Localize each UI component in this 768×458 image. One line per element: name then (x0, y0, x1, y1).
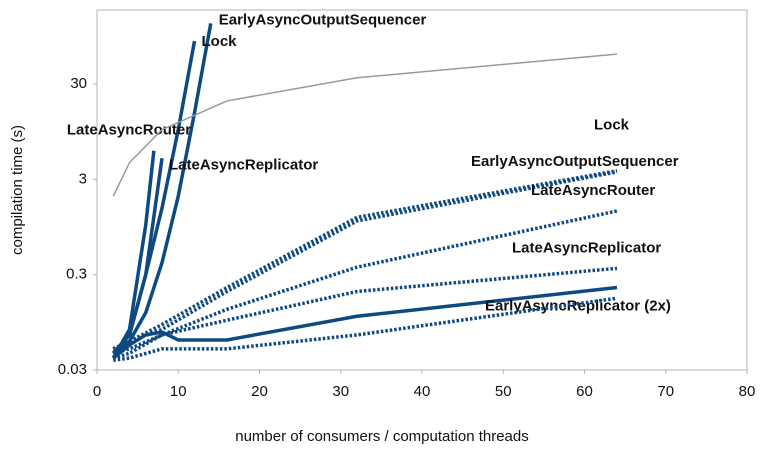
y-tick-label: 0.03 (58, 361, 87, 378)
series-label: LateAsyncReplicator (512, 239, 661, 256)
series-line (112, 209, 618, 355)
series-line (111, 40, 197, 355)
series-label: EarlyAsyncOutputSequencer (471, 153, 679, 170)
series-line (112, 266, 618, 360)
series-line (112, 285, 618, 360)
x-tick-label: 70 (657, 383, 674, 400)
series-line (112, 170, 618, 351)
x-tick-label: 10 (170, 383, 187, 400)
series-line (112, 53, 618, 197)
x-tick-label: 30 (332, 383, 349, 400)
series-label: EarlyAsyncOutputSequencer (219, 11, 427, 28)
series-label: Lock (594, 117, 630, 134)
series-line (112, 23, 213, 355)
series-label: Lock (202, 33, 238, 50)
x-tick-label: 60 (576, 383, 593, 400)
y-axis-label: compilation time (s) (9, 125, 26, 255)
series-label: EarlyAsyncReplicator (2x) (485, 298, 671, 315)
series-label: LateAsyncRouter (531, 182, 655, 199)
y-tick-label: 0.3 (66, 266, 87, 283)
x-tick-label: 50 (495, 383, 512, 400)
series-label: LateAsyncRouter (67, 122, 191, 139)
x-tick-label: 0 (93, 383, 101, 400)
x-tick-label: 80 (739, 383, 756, 400)
series-line (113, 296, 618, 362)
x-axis-label: number of consumers / computation thread… (235, 428, 528, 445)
x-tick-label: 40 (414, 383, 431, 400)
y-tick-label: 3 (79, 170, 87, 187)
y-tick-label: 30 (70, 75, 87, 92)
x-tick-label: 20 (251, 383, 268, 400)
series-label: LateAsyncReplicator (169, 156, 318, 173)
